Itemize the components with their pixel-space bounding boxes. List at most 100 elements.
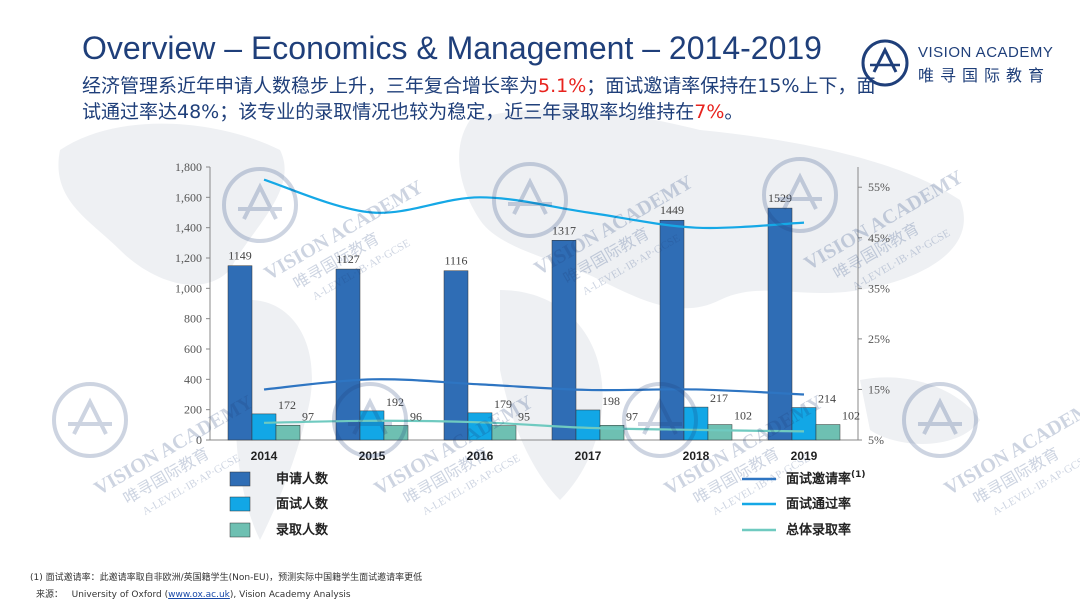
source-rest: ), Vision Academy Analysis (229, 590, 351, 600)
y-left-tick-label: 1,000 (175, 281, 202, 295)
watermark-logo-icon (492, 162, 568, 238)
logo-name-cn: 唯寻国际教育 (918, 66, 1051, 85)
data-label-interviews: 192 (386, 395, 404, 409)
bar-interviews (359, 410, 385, 441)
y-left-tick-label: 400 (184, 372, 202, 386)
subtitle-text: ；面试邀请率保持在15%上下，面试通过率达48%；该专业的录取情况也较为稳定，近… (82, 75, 876, 123)
bar-interviews (683, 406, 709, 441)
watermark-logo-icon (902, 382, 978, 458)
data-label-admits: 95 (518, 410, 530, 424)
vision-academy-logo-icon (861, 39, 909, 87)
bar-admits (491, 425, 517, 441)
y-left-tick-label: 600 (184, 342, 202, 356)
legend-swatch-interviews (229, 496, 251, 512)
y-right-tick-label: 5% (868, 433, 884, 447)
data-label-applicants: 1529 (768, 191, 792, 205)
bar-admits (383, 425, 409, 441)
watermark-logo-icon (762, 157, 838, 233)
x-tick-label: 2014 (251, 449, 278, 463)
y-right-tick-label: 15% (868, 382, 890, 396)
page-title: Overview – Economics & Management – 2014… (82, 30, 822, 66)
subtitle-highlight: 5.1% (538, 75, 587, 97)
page-subtitle: 经济管理系近年申请人数稳步上升，三年复合增长率为5.1%；面试邀请率保持在15%… (82, 73, 882, 125)
data-label-applicants: 1317 (552, 223, 576, 237)
y-left-tick-label: 1,600 (175, 190, 202, 204)
watermark-logo-mark (918, 397, 962, 435)
bar-admits (275, 425, 301, 441)
data-label-interviews: 198 (602, 394, 620, 408)
y-left-tick-label: 0 (196, 433, 202, 447)
line-admit-rate (263, 419, 805, 433)
data-label-interviews: 214 (818, 392, 836, 406)
data-label-interviews: 179 (494, 397, 512, 411)
y-left-tick-label: 1,200 (175, 251, 202, 265)
legend-swatch-admits (229, 522, 251, 538)
bar-applicants (659, 219, 685, 441)
bar-admits (707, 424, 733, 441)
watermark-logo-mark (238, 182, 282, 220)
x-tick-label: 2015 (359, 449, 386, 463)
bar-applicants (767, 207, 793, 441)
watermark-logo-icon (622, 382, 698, 458)
data-label-admits: 97 (626, 409, 638, 423)
source-line: 来源： University of Oxford (www.ox.ac.uk),… (36, 587, 351, 600)
legend-label-invite-rate: 面试邀请率(1) (786, 470, 866, 487)
data-label-admits: 102 (842, 409, 860, 423)
y-right-tick-label: 35% (868, 281, 890, 295)
legend-superscript: (1) (851, 470, 866, 480)
bar-interviews (575, 409, 601, 441)
data-label-applicants: 1149 (228, 249, 252, 263)
y-right-tick-label: 55% (868, 180, 890, 194)
bar-interviews (467, 412, 493, 441)
data-label-applicants: 1449 (660, 203, 684, 217)
y-right-tick-label: 45% (868, 231, 890, 245)
watermark-logo-icon (52, 382, 128, 458)
bar-applicants (443, 270, 469, 441)
subtitle-text: 。 (724, 101, 744, 123)
source-link[interactable]: www.ox.ac.uk (168, 590, 230, 600)
data-label-interviews: 172 (278, 398, 296, 412)
bar-interviews (791, 407, 817, 441)
y-right-tick-label: 25% (868, 332, 890, 346)
line-invite-rate (263, 378, 805, 396)
bar-applicants (335, 268, 361, 441)
legend-label-pass-rate: 面试通过率 (786, 496, 851, 512)
subtitle-text: 经济管理系近年申请人数稳步上升，三年复合增长率为 (82, 75, 539, 97)
x-tick-label: 2016 (467, 449, 494, 463)
logo-name-en: VISION ACADEMY (918, 44, 1054, 61)
data-label-admits: 96 (410, 409, 422, 423)
legend-swatch-applicants (229, 471, 251, 487)
bar-interviews (251, 413, 277, 441)
y-left-tick-label: 1,400 (175, 221, 202, 235)
watermark-logo-icon (222, 167, 298, 243)
watermark-logo-mark (508, 177, 552, 215)
legend-label-admit-rate: 总体录取率 (786, 522, 851, 538)
x-tick-label: 2017 (575, 449, 602, 463)
source-name: University of Oxford ( (71, 590, 169, 600)
footnote: (1) 面试邀请率：此邀请率取自非欧洲/英国籍学生(Non-EU)，预测实际中国… (30, 573, 423, 583)
subtitle-highlight: 7% (694, 101, 725, 123)
brand-logo: VISION ACADEMY 唯寻国际教育 (860, 38, 1060, 88)
y-left-tick-label: 200 (184, 403, 202, 417)
watermark-logo-mark (638, 397, 682, 435)
data-label-admits: 97 (302, 409, 314, 423)
y-left-tick-label: 800 (184, 312, 202, 326)
watermark-logo-mark (68, 397, 112, 435)
legend-label-interviews: 面试人数 (276, 496, 329, 512)
watermark-logo-mark (348, 397, 392, 435)
data-label-applicants: 1116 (444, 254, 467, 268)
y-left-tick-label: 1,800 (175, 160, 202, 174)
bar-applicants (227, 265, 253, 441)
watermark-logo-icon (332, 382, 408, 458)
watermark-logo-mark (778, 172, 822, 210)
line-pass-rate (263, 178, 805, 230)
data-label-interviews: 217 (710, 391, 728, 405)
source-label: 来源： (36, 590, 64, 600)
x-tick-label: 2018 (683, 449, 710, 463)
